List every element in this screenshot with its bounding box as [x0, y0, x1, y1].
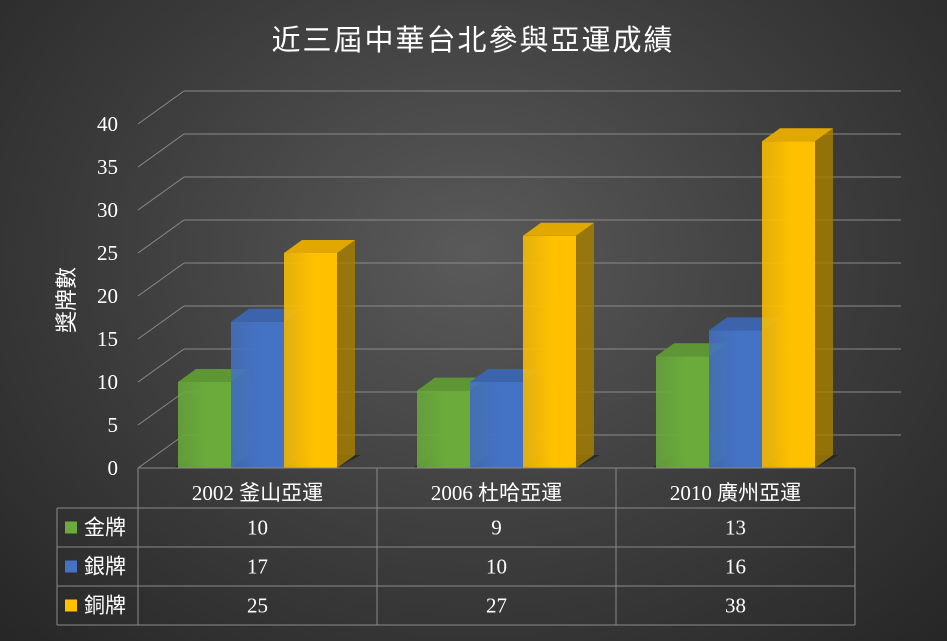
- gridline-diagonal: [137, 348, 185, 383]
- y-axis-label: 獎牌數: [55, 267, 80, 333]
- y-tick-label: 0: [108, 456, 119, 480]
- series-label: 金牌: [84, 516, 126, 540]
- legend-key-銀牌: [65, 560, 77, 573]
- gridline-diagonal: [137, 176, 185, 211]
- data-label: 9: [491, 516, 502, 540]
- y-tick-label: 25: [97, 241, 118, 265]
- bars: [174, 128, 839, 468]
- legend-key-金牌: [65, 521, 77, 534]
- chart-title: 近三屆中華台北參與亞運成績: [271, 23, 674, 57]
- y-tick-label: 40: [97, 112, 118, 136]
- y-tick-label: 20: [97, 284, 118, 308]
- category-label: 2006 杜哈亞運: [431, 481, 562, 505]
- data-label: 10: [247, 516, 268, 540]
- data-label: 27: [486, 594, 507, 618]
- data-label: 38: [725, 594, 746, 618]
- gridline-diagonal: [137, 434, 185, 469]
- data-label: 10: [486, 555, 507, 579]
- y-tick-label: 30: [97, 198, 118, 222]
- category-label: 2002 釜山亞運: [192, 481, 323, 505]
- y-tick-label: 5: [108, 413, 119, 437]
- gridline-diagonal: [137, 90, 185, 125]
- series-label: 銅牌: [84, 594, 126, 618]
- gridline-diagonal: [137, 391, 185, 426]
- gridline-diagonal: [137, 262, 185, 297]
- y-tick-label: 15: [97, 327, 118, 351]
- data-label: 13: [725, 516, 746, 540]
- gridline-diagonal: [137, 219, 185, 254]
- data-label: 16: [725, 555, 746, 579]
- gridline-diagonal: [137, 133, 185, 168]
- legend-key-銅牌: [65, 599, 77, 612]
- data-label: 25: [247, 594, 268, 618]
- category-label: 2010 廣州亞運: [670, 481, 801, 505]
- y-axis-ticks: 0 5 10 15 20 25 30 35 40: [97, 112, 118, 480]
- data-label: 17: [247, 555, 268, 579]
- bar-銅牌-0: [284, 240, 355, 468]
- y-tick-label: 35: [97, 155, 118, 179]
- series-label: 銀牌: [84, 555, 126, 579]
- bar-銅牌-1: [523, 222, 594, 468]
- y-tick-label: 10: [97, 370, 118, 394]
- gridline-diagonal: [137, 305, 185, 340]
- bar-銅牌-2: [762, 128, 833, 468]
